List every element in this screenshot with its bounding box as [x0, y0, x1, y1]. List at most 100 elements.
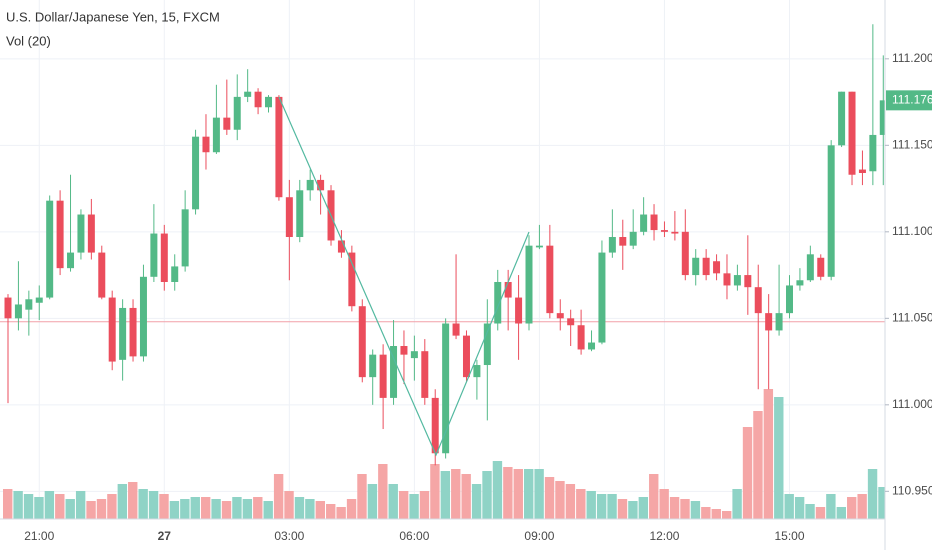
- candle-body: [556, 313, 564, 319]
- volume-bar: [617, 499, 628, 519]
- y-tick-label: 111.000: [892, 397, 932, 411]
- candle-body: [462, 335, 470, 378]
- candle-body: [754, 287, 762, 314]
- candle-body: [119, 307, 127, 360]
- candle-body: [713, 261, 721, 274]
- zigzag-drawing: [278, 96, 530, 457]
- candle-body: [702, 257, 710, 276]
- y-tick-label: 111.050: [892, 310, 932, 324]
- volume-bar: [576, 489, 586, 519]
- volume-bar: [815, 507, 826, 519]
- candle-body: [796, 280, 804, 286]
- volume-bar: [378, 464, 388, 519]
- volume-bar: [315, 501, 325, 519]
- candle-body: [442, 323, 450, 454]
- volume-bar: [596, 494, 607, 519]
- y-tick-label: 111.100: [892, 224, 932, 238]
- candle-body: [431, 397, 439, 454]
- volume-bar: [65, 499, 75, 519]
- volume-bar: [107, 494, 117, 519]
- candle-body: [546, 245, 554, 314]
- candle-body: [87, 214, 95, 253]
- volume-bar: [211, 499, 221, 519]
- volume-bar: [805, 504, 815, 519]
- candle-body: [129, 307, 137, 357]
- volume-bar: [13, 491, 23, 519]
- candle-body: [77, 214, 85, 253]
- volume-bar: [232, 497, 242, 519]
- volume-bar: [774, 397, 784, 519]
- candle-body: [775, 313, 783, 331]
- volume-bar: [357, 474, 367, 519]
- volume-bar: [273, 474, 284, 519]
- y-tick-label: 110.950: [892, 483, 932, 497]
- candle-body: [525, 245, 533, 324]
- volume-bar: [690, 501, 701, 519]
- volume-bar: [503, 467, 513, 519]
- candle-body: [848, 91, 856, 175]
- candle-body: [348, 252, 356, 307]
- volume-bar: [169, 501, 180, 519]
- candle-body: [452, 323, 460, 336]
- candle-body: [483, 323, 491, 366]
- y-tick-label: 111.200: [892, 51, 932, 65]
- candle-body: [369, 354, 377, 378]
- candle-body: [629, 231, 637, 246]
- volume-bar: [75, 491, 86, 519]
- volume-bar: [638, 497, 649, 519]
- candle-body: [619, 237, 627, 246]
- candle-body: [733, 275, 741, 286]
- volume-bar: [367, 484, 378, 519]
- candle-body: [337, 240, 345, 253]
- volume-bar: [336, 507, 346, 519]
- volume-bar: [628, 501, 638, 519]
- last-price-label: 111.176: [892, 93, 932, 107]
- candle-body: [879, 100, 885, 135]
- candle-body: [192, 136, 200, 210]
- candle-body: [827, 145, 835, 277]
- volume-bar: [148, 491, 159, 519]
- volume-bar: [388, 484, 398, 519]
- candle-body: [869, 134, 877, 172]
- candle-body: [535, 245, 543, 248]
- volume-bar: [649, 474, 659, 519]
- volume-bar: [55, 494, 65, 519]
- volume-bar: [607, 494, 617, 519]
- candle-body: [660, 230, 668, 232]
- candle-body: [108, 297, 116, 362]
- candle-body: [598, 252, 606, 343]
- plot-area: [0, 24, 885, 519]
- candle-body: [171, 266, 179, 282]
- volume-bar: [263, 501, 273, 519]
- candle-body: [223, 117, 231, 130]
- candle-body: [35, 297, 43, 303]
- candle-body: [25, 299, 33, 310]
- volume-bar: [451, 469, 461, 519]
- candle-body: [244, 91, 252, 97]
- candle-body: [98, 252, 106, 298]
- volume-bar: [857, 494, 867, 519]
- volume-bar: [680, 499, 690, 519]
- volume-bar: [586, 491, 596, 519]
- volume-bar: [794, 497, 805, 519]
- volume-bar: [96, 499, 107, 519]
- volume-bar: [23, 494, 34, 519]
- volume-bar: [742, 427, 753, 519]
- candle-body: [765, 313, 773, 331]
- candle-body: [67, 252, 75, 269]
- volume-bar: [513, 469, 523, 519]
- candle-body: [46, 200, 54, 298]
- candle-body: [160, 233, 168, 282]
- volume-bar: [659, 489, 669, 519]
- candle-body: [379, 354, 387, 398]
- candle-body: [577, 325, 585, 350]
- candle-body: [400, 346, 408, 355]
- volume-bar: [669, 497, 680, 519]
- volume-bar: [867, 469, 878, 519]
- volume-bar: [784, 494, 794, 519]
- x-tick-label: 21:00: [24, 529, 54, 543]
- volume-bar: [284, 491, 294, 519]
- volume-bar: [294, 497, 305, 519]
- last-price-box: [886, 90, 932, 111]
- volume-bar: [544, 477, 555, 519]
